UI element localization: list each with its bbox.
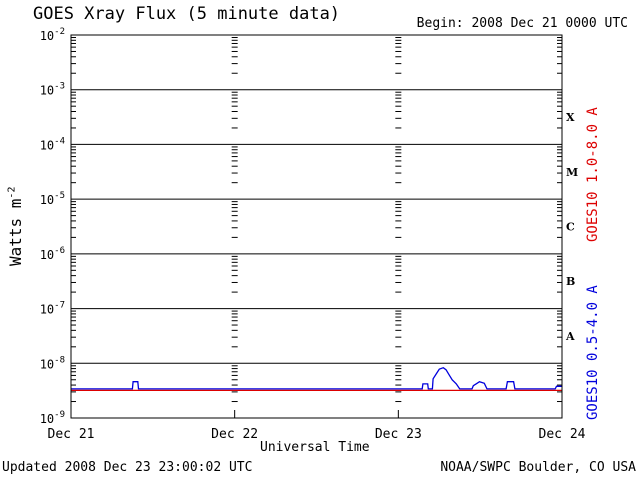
x-tick-labels: Dec 21 Dec 22 Dec 23 Dec 24 bbox=[48, 410, 586, 442]
legend-series-1: GOES10 1.0-8.0 A bbox=[585, 107, 601, 242]
chart-title: GOES Xray Flux (5 minute data) bbox=[33, 4, 341, 24]
flare-class-label: X bbox=[566, 111, 575, 124]
series-lines bbox=[71, 366, 562, 392]
updated-timestamp: Updated 2008 Dec 23 23:00:02 UTC bbox=[2, 460, 253, 475]
flare-class-labels: X M C B A bbox=[565, 111, 578, 343]
y-tick-label: 10-9 bbox=[40, 410, 65, 426]
x-tick-label: Dec 22 bbox=[211, 427, 258, 442]
y-tick-label: 10-2 bbox=[40, 27, 65, 43]
minor-ticks bbox=[71, 37, 562, 403]
grid-lines bbox=[71, 34, 562, 419]
y-axis-label: Watts m-2 bbox=[6, 186, 25, 266]
x-tick-label: Dec 23 bbox=[375, 427, 422, 442]
begin-date: Begin: 2008 Dec 21 0000 UTC bbox=[416, 16, 628, 31]
y-tick-labels: 10-2 10-3 10-4 10-5 10-6 10-7 10-8 10-9 bbox=[40, 27, 65, 426]
y-tick-label: 10-7 bbox=[40, 301, 65, 317]
flare-class-label: B bbox=[566, 275, 575, 288]
flare-class-label: M bbox=[566, 166, 578, 179]
x-tick-label: Dec 24 bbox=[539, 427, 586, 442]
y-tick-label: 10-8 bbox=[40, 355, 65, 371]
credit-line: NOAA/SWPC Boulder, CO USA bbox=[440, 460, 636, 475]
y-tick-label: 10-4 bbox=[40, 136, 65, 152]
y-tick-label: 10-5 bbox=[40, 191, 65, 207]
series-line-2 bbox=[71, 366, 562, 390]
flare-class-label: C bbox=[566, 221, 575, 234]
x-tick-label: Dec 21 bbox=[48, 427, 95, 442]
plot-frame bbox=[70, 34, 563, 419]
legend-series-2: GOES10 0.5-4.0 A bbox=[585, 285, 601, 420]
x-axis-label: Universal Time bbox=[260, 440, 370, 455]
y-tick-label: 10-3 bbox=[40, 82, 65, 98]
flare-class-label: A bbox=[565, 330, 575, 343]
y-tick-label: 10-6 bbox=[40, 246, 65, 262]
